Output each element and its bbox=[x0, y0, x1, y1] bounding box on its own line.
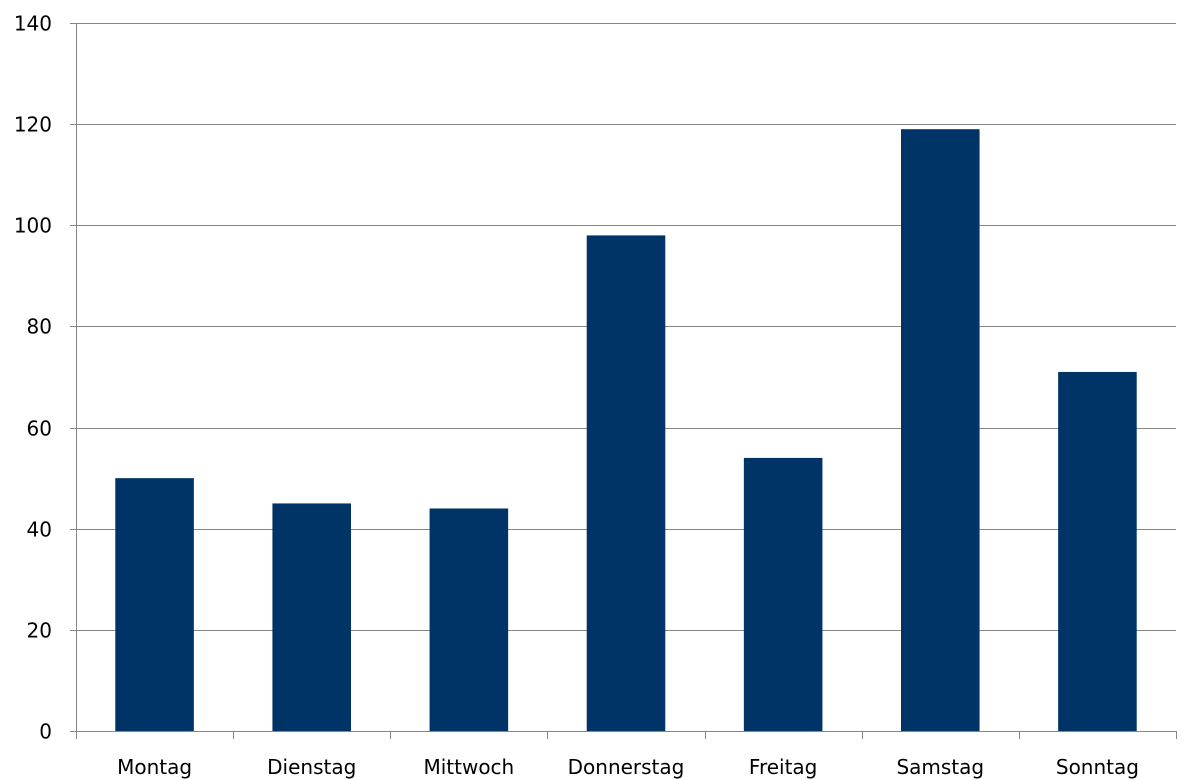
bar-donnerstag bbox=[586, 235, 666, 731]
bar-mittwoch bbox=[429, 508, 509, 731]
y-tick-label-80: 80 bbox=[27, 315, 52, 339]
y-tick-label-120: 120 bbox=[14, 113, 52, 137]
axes bbox=[70, 23, 1177, 739]
x-tick-label-donnerstag: Donnerstag bbox=[568, 755, 685, 779]
y-tick-label-60: 60 bbox=[27, 417, 52, 441]
x-tick-label-sonntag: Sonntag bbox=[1056, 755, 1139, 779]
bar-sonntag bbox=[1058, 371, 1137, 731]
y-tick-label-20: 20 bbox=[27, 619, 52, 643]
y-tick-label-140: 140 bbox=[14, 12, 52, 36]
x-tick-labels: Montag Dienstag Mittwoch Donnerstag Freitag S… bbox=[117, 755, 1139, 779]
x-tick-label-samstag: Samstag bbox=[896, 755, 984, 779]
y-tick-labels: 0 20 40 60 80 100 120 140 bbox=[14, 12, 52, 744]
x-tick-label-mittwoch: Mittwoch bbox=[423, 755, 514, 779]
x-tick-label-dienstag: Dienstag bbox=[267, 755, 356, 779]
bar-freitag bbox=[743, 457, 823, 731]
bar-samstag bbox=[901, 129, 980, 731]
y-tick-label-100: 100 bbox=[14, 214, 52, 238]
y-tick-label-0: 0 bbox=[39, 720, 52, 744]
x-tick-label-montag: Montag bbox=[117, 755, 192, 779]
bars bbox=[115, 129, 1137, 731]
x-tick-label-freitag: Freitag bbox=[749, 755, 818, 779]
bar-montag bbox=[115, 478, 194, 731]
bar-dienstag bbox=[272, 503, 351, 731]
y-tick-label-40: 40 bbox=[27, 518, 52, 542]
